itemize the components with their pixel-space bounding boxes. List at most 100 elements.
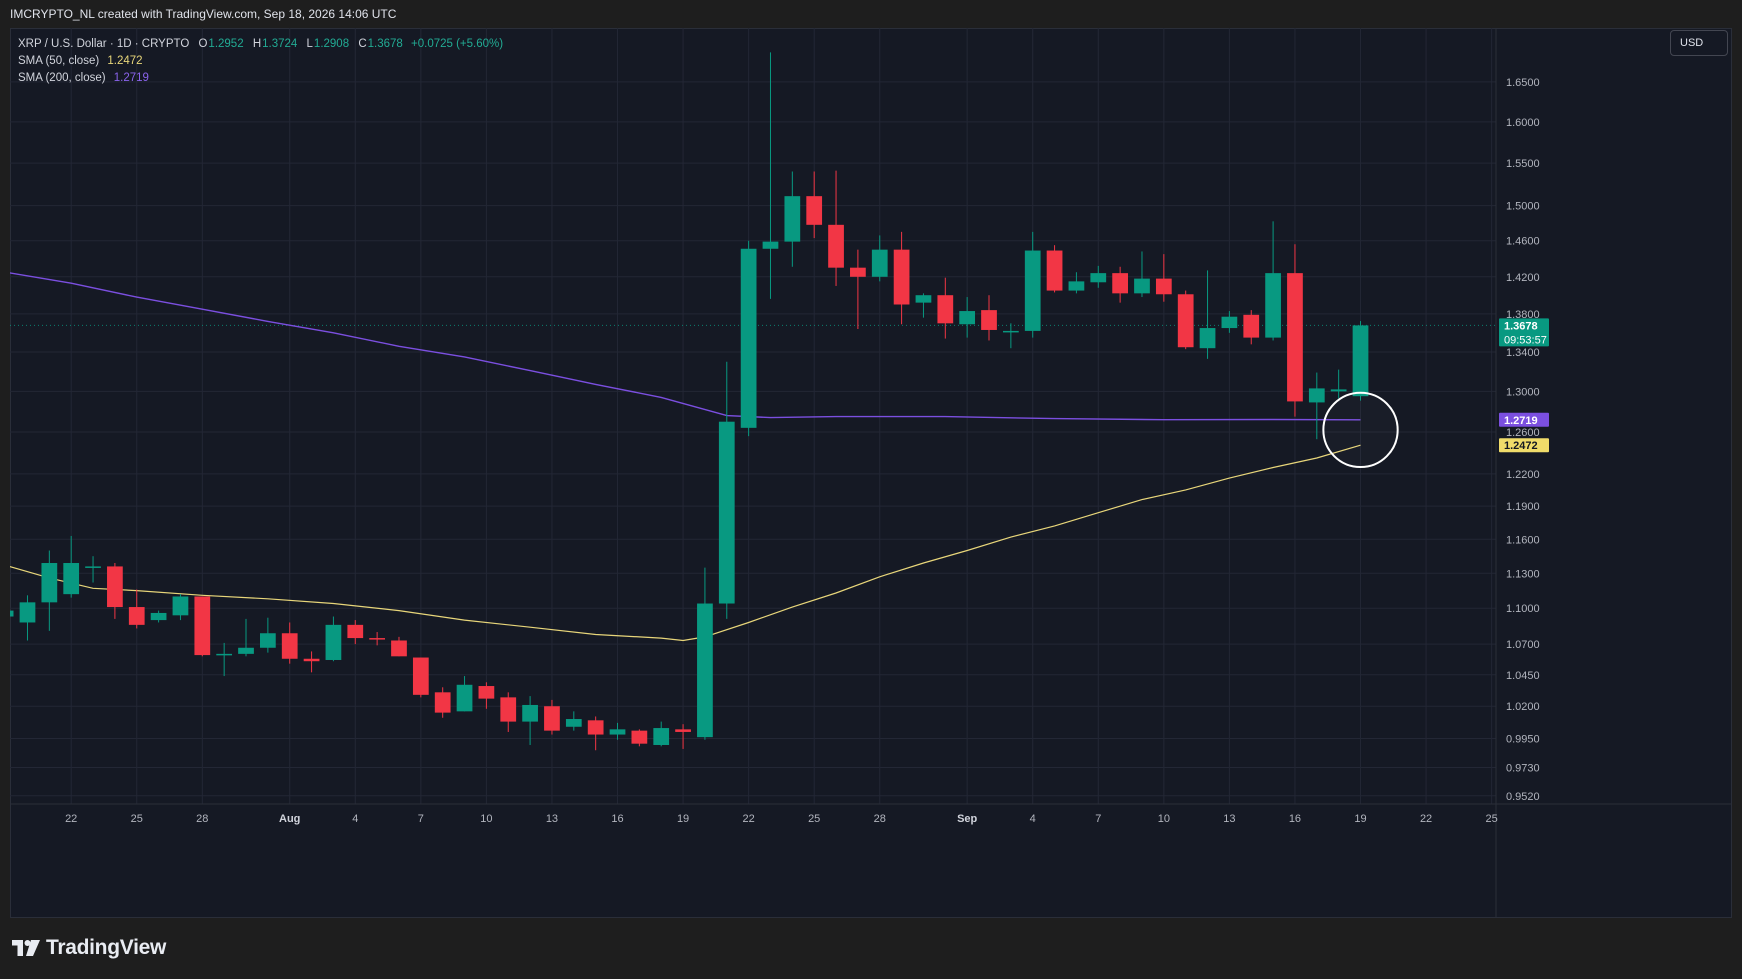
currency-button[interactable]: USD: [1670, 30, 1728, 56]
annotation-circle: [1322, 391, 1399, 469]
candle-body: [259, 633, 276, 648]
candle-down: [1155, 254, 1172, 302]
symbol-legend-row[interactable]: XRP / U.S. Dollar · 1D · CRYPTO O1.2952 …: [18, 36, 503, 53]
price-tick-label: 1.5000: [1506, 201, 1540, 213]
price-tick-label: 1.1300: [1506, 568, 1540, 580]
candle-body: [85, 566, 101, 568]
publish-caption: IMCRYPTO_NL created with TradingView.com…: [10, 7, 397, 21]
sma50-legend-row[interactable]: SMA (50, close) 1.2472: [18, 53, 503, 70]
candle-down: [937, 277, 954, 339]
change-value: +0.0725 (+5.60%): [411, 38, 504, 50]
candle-body: [1002, 330, 1019, 333]
sma50-line: [10, 444, 1361, 642]
candle-up: [1199, 270, 1216, 359]
candle-down: [412, 657, 429, 698]
candle-down: [544, 699, 560, 735]
candle-body: [1024, 250, 1041, 331]
candle-body: [303, 658, 320, 662]
candle-body: [653, 728, 670, 745]
candle-body: [631, 730, 648, 744]
candle-body: [1352, 325, 1369, 397]
candle-up: [63, 535, 80, 598]
candle-down: [434, 687, 451, 718]
candle-down: [893, 231, 910, 325]
candle-down: [194, 596, 211, 657]
candle-body: [1068, 281, 1085, 291]
candle-down: [1243, 310, 1260, 345]
time-tick-label: 4: [1030, 813, 1036, 825]
sma200-line: [10, 272, 1361, 421]
candle-body: [697, 603, 713, 738]
last-price-badge-countdown: 09:53:57: [1504, 334, 1547, 346]
candle-up: [565, 711, 582, 731]
candle-up: [85, 556, 101, 583]
price-tick-label: 1.1000: [1506, 603, 1540, 615]
price-tick-label: 1.4200: [1506, 272, 1540, 284]
close-value: 1.3678: [367, 38, 403, 50]
candle-down: [281, 622, 298, 664]
candle-body: [828, 224, 844, 268]
candle-body: [850, 267, 866, 277]
candle-down: [347, 620, 364, 645]
candle-up: [1221, 311, 1238, 333]
sma200-legend-row[interactable]: SMA (200, close) 1.2719: [18, 70, 503, 87]
candle-body: [500, 697, 517, 722]
brand[interactable]: TradingView: [12, 936, 166, 960]
candle-down: [1112, 266, 1128, 303]
candle-body: [369, 638, 385, 640]
price-tick-label: 1.2200: [1506, 469, 1540, 481]
candle-body: [1090, 273, 1107, 283]
sma50-value: 1.2472: [107, 55, 143, 67]
candle-body: [565, 719, 582, 727]
candle-body: [1287, 273, 1303, 402]
candle-down: [303, 651, 320, 673]
candle-up: [41, 550, 58, 631]
candle-body: [128, 607, 145, 625]
price-chart[interactable]: 1.6500 1.6000 1.5500 1.5000 1.4600 1.4200 1.38…: [10, 28, 1732, 918]
candle-up: [238, 618, 254, 657]
candle-up: [718, 361, 735, 619]
price-tick-label: 0.9950: [1506, 733, 1540, 745]
candle-up: [609, 722, 626, 740]
candle-up: [697, 567, 713, 740]
candle-down: [500, 692, 517, 732]
candle-body: [871, 249, 888, 277]
time-tick-label: 16: [1289, 813, 1301, 825]
candle-body: [216, 653, 233, 656]
candle-body: [41, 563, 58, 603]
candle-down: [850, 249, 866, 330]
candle-body: [981, 310, 997, 330]
candle-body: [347, 624, 364, 639]
chart-pane[interactable]: [10, 28, 1732, 918]
time-tick-label: 28: [196, 813, 208, 825]
candle-down: [806, 171, 823, 239]
candle-body: [1112, 273, 1128, 294]
sma50-badge-label: 1.2472: [1504, 440, 1538, 452]
time-tick-label: Sep: [957, 813, 977, 825]
candle-down: [107, 563, 123, 619]
candle-body: [456, 684, 473, 712]
candle-body: [762, 241, 779, 249]
time-tick-label: 22: [65, 813, 77, 825]
candle-body: [1265, 273, 1281, 338]
candle-up: [325, 616, 342, 662]
candle-down: [675, 724, 691, 749]
candles: [10, 52, 1369, 751]
sma50-label: SMA (50, close): [18, 55, 100, 67]
candle-down: [369, 632, 385, 646]
candle-down: [1287, 244, 1303, 417]
footer-bar: [0, 918, 1742, 979]
candle-body: [281, 633, 298, 659]
close-key: C: [358, 38, 367, 50]
high-value: 1.3724: [262, 38, 298, 50]
candle-body: [675, 729, 691, 732]
top-caption-bar: IMCRYPTO_NL created with TradingView.com…: [0, 0, 1742, 28]
plot-area: [10, 52, 1496, 751]
candle-body: [915, 295, 932, 303]
candle-up: [1024, 231, 1041, 338]
candle-up: [10, 610, 14, 617]
sma200-badge-bg: [1499, 412, 1549, 427]
time-tick-label: 25: [808, 813, 820, 825]
candle-down: [128, 589, 145, 629]
price-tick-label: 0.9730: [1506, 762, 1540, 774]
